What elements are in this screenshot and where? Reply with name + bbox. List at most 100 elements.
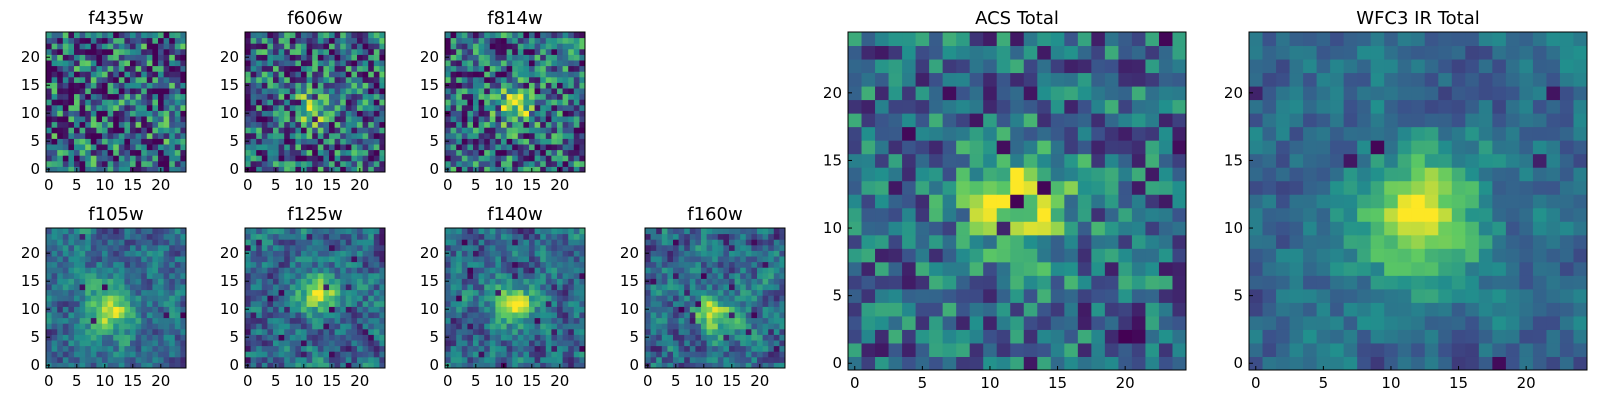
heatmap-cell [96,99,103,106]
heatmap-cell [85,76,92,83]
heatmap-cell [113,300,120,307]
heatmap-cell [545,43,552,50]
heatmap-cell [579,60,586,67]
heatmap-cell [1010,275,1025,290]
heatmap-cell [141,104,148,111]
heatmap-cell [673,228,680,235]
heatmap-cell [529,289,536,296]
heatmap-cell [501,233,508,240]
heatmap-cell [551,132,558,139]
heatmap-cell [334,104,341,111]
heatmap-cell [529,306,536,313]
heatmap-cell [473,99,480,106]
heatmap-cell [757,334,764,341]
heatmap-cell [489,356,496,363]
heatmap-cell [180,334,187,341]
heatmap-cell [256,99,263,106]
heatmap-cell [745,345,752,352]
heatmap-cell [357,261,364,268]
heatmap-cell [379,132,386,139]
heatmap-cell [1064,153,1079,168]
heatmap-cell [379,60,386,67]
heatmap-cell [473,295,480,302]
heatmap-cell [678,328,685,335]
heatmap-cell [362,121,369,128]
heatmap-cell [540,345,547,352]
heatmap-cell [141,323,148,330]
heatmap-cell [102,138,109,145]
heatmap-cell [357,54,364,61]
heatmap-cell [534,356,541,363]
heatmap-cell [46,261,53,268]
heatmap-cell [79,267,86,274]
heatmap-cell [456,228,463,235]
heatmap-cell [467,317,474,324]
panel-title: f125w [287,204,342,225]
heatmap-cell [351,278,358,285]
heatmap-cell [712,323,719,330]
heatmap-cell [174,54,181,61]
heatmap-cell [96,300,103,307]
y-tick-label: 5 [429,132,439,150]
heatmap-cell [373,267,380,274]
heatmap-cell [118,334,125,341]
y-tick-label: 15 [21,272,40,290]
heatmap-cell [368,244,375,251]
heatmap-cell [267,166,274,173]
heatmap-cell [773,300,780,307]
heatmap-cell [113,261,120,268]
heatmap-cell [113,32,120,39]
heatmap-cell [645,300,652,307]
heatmap-cell [90,228,97,235]
heatmap-cell [334,88,341,95]
heatmap-cell [523,272,530,279]
heatmap-cell [723,306,730,313]
heatmap-cell [573,144,580,151]
heatmap-cell [273,82,280,89]
heatmap-cell [245,32,252,39]
heatmap-cell [678,295,685,302]
heatmap-cell [740,278,747,285]
heatmap-cell [113,76,120,83]
heatmap-cell [523,323,530,330]
heatmap-cell [551,295,558,302]
heatmap-cell [523,32,530,39]
heatmap-cell [267,278,274,285]
heatmap-cell [484,99,491,106]
heatmap-cell [180,43,187,50]
heatmap-cell [250,155,257,162]
heatmap-cell [174,116,181,123]
heatmap-cell [152,356,159,363]
heatmap-cell [146,138,153,145]
heatmap-cell [656,228,663,235]
heatmap-cell [334,76,341,83]
heatmap-cell [362,149,369,156]
heatmap-cell [135,267,142,274]
heatmap-cell [334,306,341,313]
heatmap-cell [51,93,58,100]
heatmap-cell [579,317,586,324]
heatmap-cell [450,138,457,145]
heatmap-cell [996,342,1011,357]
heatmap-cell [667,328,674,335]
heatmap-cell [557,312,564,319]
heatmap-cell [323,71,330,78]
heatmap-cell [573,317,580,324]
heatmap-cell [278,334,285,341]
axes-frame [45,227,187,369]
heatmap-cell [306,356,313,363]
x-tick-label: 0 [44,176,54,194]
heatmap-cell [130,60,137,67]
heatmap-cell [734,306,741,313]
heatmap-cell [762,272,769,279]
heatmap-cell [740,362,747,369]
heatmap-cell [915,234,930,249]
heatmap-cell [329,110,336,117]
heatmap-cell [645,256,652,263]
heatmap-cell [130,132,137,139]
heatmap-cell [146,312,153,319]
heatmap-cell [295,306,302,313]
heatmap-cell [273,121,280,128]
heatmap-cell [96,351,103,358]
heatmap-cell [667,261,674,268]
